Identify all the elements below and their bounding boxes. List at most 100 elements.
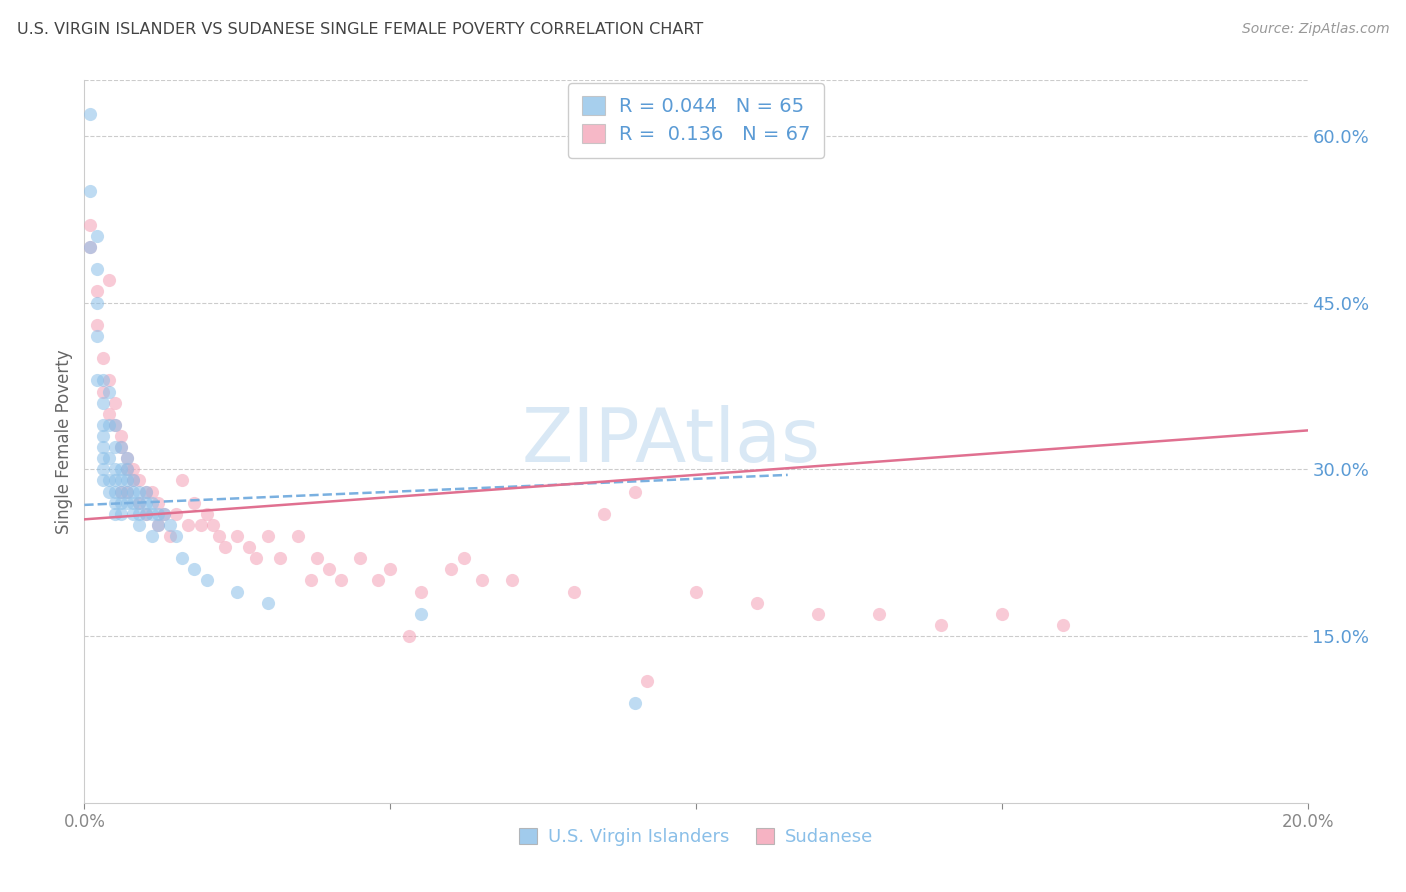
Point xyxy=(201,517,224,532)
Point xyxy=(245,551,267,566)
Legend: R = 0.044   N = 65, R =  0.136   N = 67: R = 0.044 N = 65, R = 0.136 N = 67 xyxy=(568,83,824,158)
Point xyxy=(128,484,150,499)
Point xyxy=(135,507,157,521)
Point xyxy=(807,607,830,621)
Point xyxy=(86,285,108,299)
Point xyxy=(172,474,194,488)
Point xyxy=(104,507,127,521)
Point xyxy=(409,607,432,621)
Point xyxy=(91,474,114,488)
Point xyxy=(128,496,150,510)
Point xyxy=(79,240,101,254)
Point xyxy=(159,517,181,532)
Point xyxy=(869,607,891,621)
Point xyxy=(91,451,114,466)
Point xyxy=(214,540,236,554)
Point xyxy=(79,240,101,254)
Point xyxy=(104,484,127,499)
Point xyxy=(110,507,132,521)
Point xyxy=(122,484,145,499)
Point xyxy=(110,440,132,454)
Point xyxy=(135,496,157,510)
Point xyxy=(104,395,127,409)
Point xyxy=(183,562,205,576)
Point xyxy=(115,484,138,499)
Point xyxy=(172,551,194,566)
Point xyxy=(624,696,647,710)
Point xyxy=(141,484,163,499)
Point xyxy=(86,318,108,332)
Point xyxy=(104,440,127,454)
Point xyxy=(146,507,169,521)
Point xyxy=(398,629,420,643)
Point xyxy=(115,474,138,488)
Point xyxy=(128,507,150,521)
Point xyxy=(269,551,291,566)
Point xyxy=(190,517,212,532)
Point xyxy=(79,106,101,120)
Text: Source: ZipAtlas.com: Source: ZipAtlas.com xyxy=(1241,22,1389,37)
Point xyxy=(929,618,952,632)
Point xyxy=(299,574,322,588)
Point xyxy=(135,484,157,499)
Point xyxy=(593,507,616,521)
Point xyxy=(110,474,132,488)
Point xyxy=(97,484,120,499)
Point xyxy=(110,440,132,454)
Point xyxy=(177,517,200,532)
Point xyxy=(153,507,176,521)
Point xyxy=(562,584,585,599)
Point xyxy=(135,507,157,521)
Point xyxy=(104,417,127,432)
Point xyxy=(502,574,524,588)
Point xyxy=(110,496,132,510)
Point xyxy=(91,429,114,443)
Point xyxy=(91,373,114,387)
Point xyxy=(226,584,249,599)
Point xyxy=(141,529,163,543)
Point xyxy=(122,474,145,488)
Point xyxy=(128,474,150,488)
Point xyxy=(747,596,769,610)
Point xyxy=(471,574,494,588)
Point xyxy=(110,462,132,476)
Point xyxy=(153,507,176,521)
Point xyxy=(146,496,169,510)
Point xyxy=(636,673,658,688)
Point xyxy=(165,507,187,521)
Point xyxy=(91,462,114,476)
Point xyxy=(305,551,328,566)
Text: ZIPAtlas: ZIPAtlas xyxy=(522,405,821,478)
Point xyxy=(86,262,108,277)
Point xyxy=(146,517,169,532)
Point xyxy=(104,462,127,476)
Point xyxy=(122,496,145,510)
Point xyxy=(195,574,218,588)
Point xyxy=(165,529,187,543)
Point xyxy=(122,474,145,488)
Point xyxy=(257,529,280,543)
Point xyxy=(86,295,108,310)
Point xyxy=(91,395,114,409)
Point xyxy=(440,562,463,576)
Point xyxy=(183,496,205,510)
Point xyxy=(91,384,114,399)
Point xyxy=(97,451,120,466)
Point xyxy=(141,507,163,521)
Point xyxy=(97,474,120,488)
Point xyxy=(115,496,138,510)
Point xyxy=(97,273,120,287)
Point xyxy=(104,417,127,432)
Point xyxy=(115,451,138,466)
Point xyxy=(226,529,249,543)
Point xyxy=(141,496,163,510)
Point xyxy=(110,429,132,443)
Point xyxy=(86,329,108,343)
Point xyxy=(1052,618,1074,632)
Point xyxy=(91,351,114,366)
Y-axis label: Single Female Poverty: Single Female Poverty xyxy=(55,350,73,533)
Point xyxy=(122,462,145,476)
Point xyxy=(367,574,389,588)
Point xyxy=(115,484,138,499)
Point xyxy=(318,562,340,576)
